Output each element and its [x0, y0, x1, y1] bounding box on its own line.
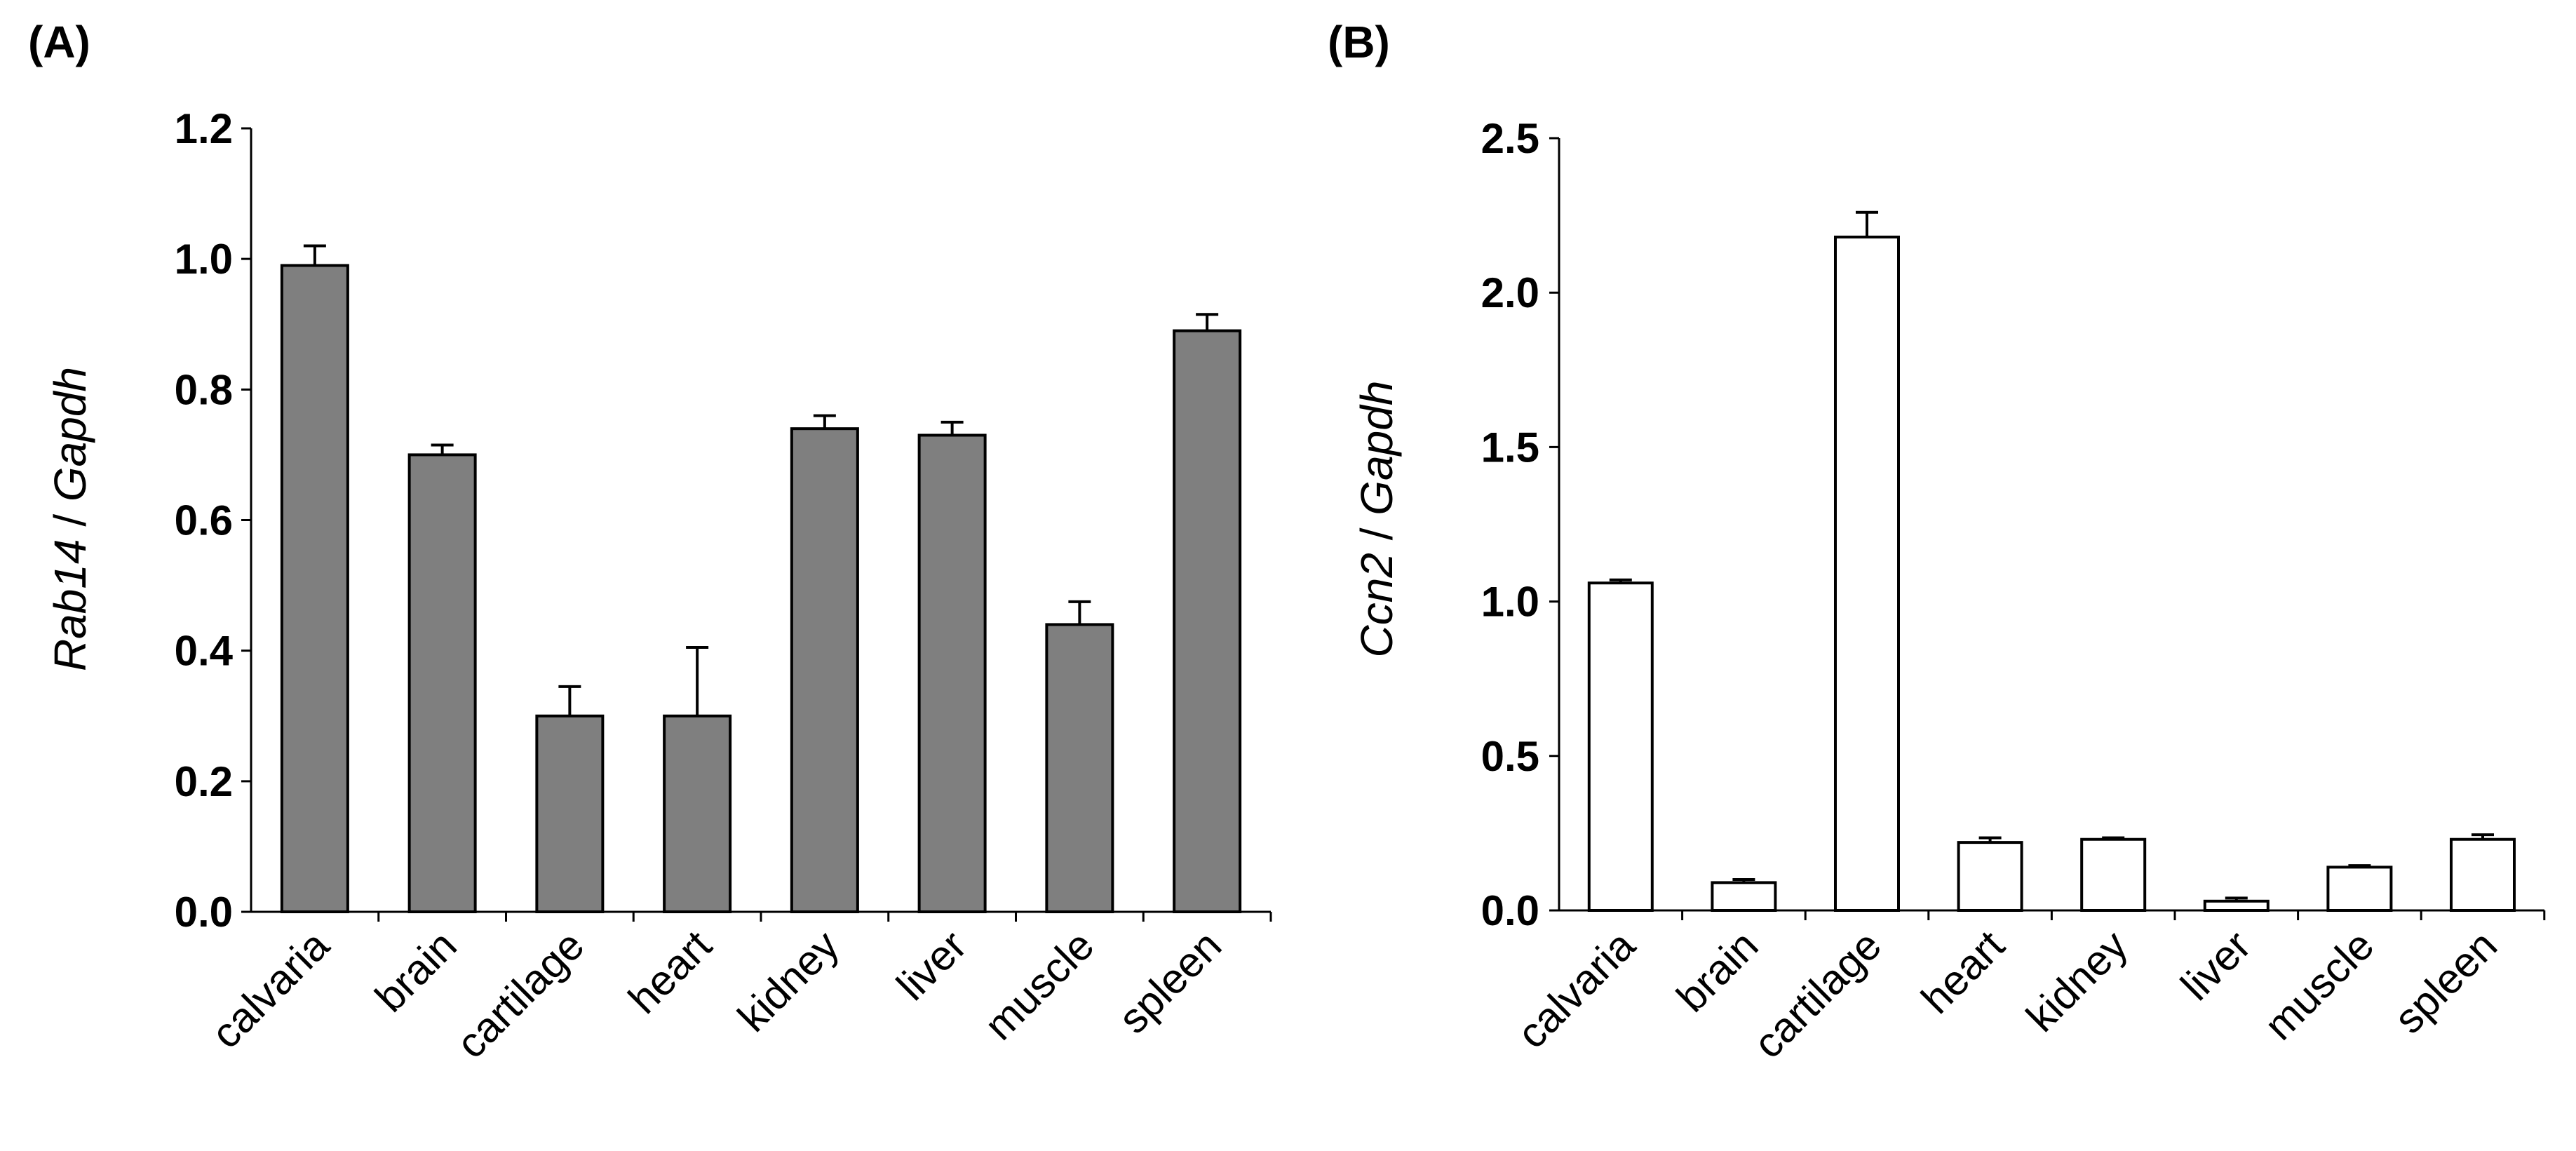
- x-category-label-spleen: spleen: [2385, 922, 2506, 1042]
- error-bar-spleen: [2472, 833, 2494, 840]
- bar-cartilage: [1834, 235, 1900, 913]
- bar-muscle: [2326, 866, 2393, 912]
- y-tick-label-b: 2.0: [1481, 269, 1539, 316]
- x-category-label-calvaria: calvaria: [202, 921, 338, 1057]
- y-axis-gene-b: Ccn2: [1351, 553, 1402, 657]
- chart-panel-b: (B) Ccn2 / Gapdh 0.0 0.5 1.0 1.5 2.0 2.5 calv…: [1328, 17, 2546, 1068]
- bar-kidney: [790, 427, 859, 913]
- x-category-label-heart: heart: [1913, 922, 2014, 1023]
- y-axis-title-b: Ccn2 / Gapdh: [1351, 381, 1402, 658]
- bar-spleen: [2450, 837, 2516, 913]
- x-category-label-kidney: kidney: [2017, 922, 2136, 1041]
- bar-calvaria: [280, 264, 349, 914]
- error-bar-heart: [1978, 836, 2002, 843]
- error-bar-muscle: [2348, 864, 2371, 868]
- x-category-label-liver: liver: [2172, 922, 2260, 1009]
- bar-kidney: [2080, 837, 2147, 913]
- bar-liver: [2203, 899, 2270, 912]
- chart-panel-a: (A) Rab14 / Gapdh 0.00.20.40.60.81.01.2 …: [28, 17, 1272, 1068]
- y-tick-label-a: 0.0: [175, 889, 233, 936]
- bar-liver: [917, 433, 987, 913]
- bar-cartilage: [535, 714, 605, 913]
- x-category-label-spleen: spleen: [1110, 922, 1230, 1042]
- error-bar-kidney: [2102, 836, 2125, 840]
- error-bar-spleen: [1196, 313, 1219, 331]
- bar-brain: [1711, 881, 1777, 913]
- y-tick-label-a: 0.6: [175, 497, 233, 544]
- bar-muscle: [1045, 623, 1114, 914]
- panel-label-b: (B): [1328, 17, 1390, 67]
- x-category-label-brain: brain: [1668, 922, 1767, 1021]
- axis-lines-b: [1549, 137, 2546, 920]
- y-tick-label-b: 2.5: [1481, 115, 1539, 162]
- error-bar-calvaria: [303, 244, 326, 266]
- error-bar-kidney: [813, 414, 836, 429]
- y-axis-title-a: Rab14 / Gapdh: [45, 367, 95, 671]
- error-bar-brain: [431, 443, 454, 455]
- y-tick-label-a: 0.4: [175, 628, 234, 675]
- y-ticks-b: 0.0 0.5 1.0 1.5 2.0 2.5: [1481, 115, 1539, 934]
- bar-heart: [1957, 841, 2023, 913]
- x-category-label-muscle: muscle: [976, 922, 1103, 1049]
- error-bar-liver: [2225, 896, 2248, 901]
- y-axis-gene-a: Rab14: [45, 539, 95, 671]
- error-bar-cartilage: [1856, 210, 1878, 237]
- y-ticks-a: 0.0 0.2 0.4 0.6 0.8 1.0 1.2: [175, 105, 234, 936]
- axis-lines-a: [241, 127, 1272, 922]
- y-tick-label-b: 1.0: [1481, 579, 1539, 626]
- x-category-label-liver: liver: [888, 922, 976, 1009]
- y-axis-ref-a: Gapdh: [45, 367, 95, 502]
- bars-b: [1587, 210, 2516, 913]
- y-tick-label-b: 1.5: [1481, 424, 1539, 471]
- error-bar-brain: [1732, 877, 1755, 883]
- error-bar-heart: [686, 646, 709, 716]
- bar-calvaria: [1587, 581, 1654, 913]
- bar-spleen: [1173, 329, 1242, 913]
- error-bar-liver: [940, 420, 964, 436]
- panel-label-a: (A): [28, 17, 90, 67]
- x-category-label-brain: brain: [366, 922, 466, 1021]
- error-bar-muscle: [1068, 600, 1091, 625]
- error-bar-calvaria: [1609, 578, 1632, 584]
- y-tick-label-b: 0.0: [1481, 887, 1539, 934]
- y-tick-label-a: 0.2: [175, 758, 233, 805]
- x-category-label-cartilage: cartilage: [447, 922, 593, 1068]
- y-axis-sep-a: /: [45, 502, 95, 539]
- y-tick-label-b: 0.5: [1481, 733, 1539, 780]
- x-category-label-calvaria: calvaria: [1508, 921, 1644, 1057]
- x-category-label-muscle: muscle: [2255, 922, 2383, 1049]
- y-tick-label-a: 0.8: [175, 366, 233, 413]
- y-tick-label-a: 1.0: [175, 236, 233, 283]
- y-axis-sep-b: /: [1351, 516, 1402, 553]
- x-category-label-heart: heart: [619, 922, 720, 1023]
- x-category-label-cartilage: cartilage: [1744, 922, 1890, 1068]
- bars-a: [280, 244, 1242, 914]
- error-bar-cartilage: [558, 685, 581, 716]
- x-category-label-kidney: kidney: [729, 922, 848, 1041]
- y-tick-label-a: 1.2: [175, 105, 233, 152]
- bar-heart: [663, 714, 732, 913]
- bar-brain: [407, 453, 477, 913]
- y-axis-ref-b: Gapdh: [1351, 381, 1402, 516]
